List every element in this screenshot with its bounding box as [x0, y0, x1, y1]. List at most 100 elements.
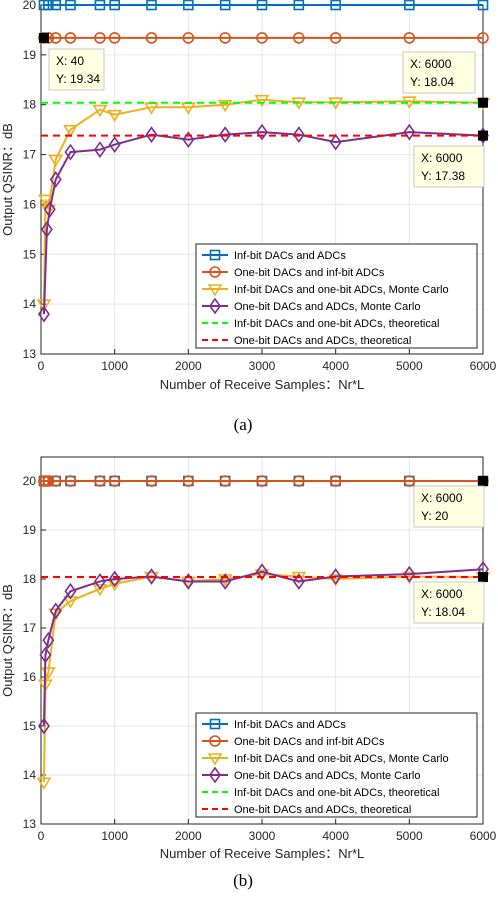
legend-swatch-marker: [209, 249, 221, 261]
data-point: [108, 475, 121, 487]
y-tick-label: 15: [23, 247, 37, 261]
data-point: [37, 305, 50, 323]
data-point: [49, 475, 62, 487]
data-point: [107, 109, 123, 123]
datatip-y: Y: 19.34: [56, 72, 100, 86]
y-tick-label: 17: [23, 148, 37, 162]
chart-panel-a: 0 1000 2000 3000 4000 5000 6000 13 14 15 16 17 18 19 2…: [0, 0, 497, 434]
x-tick-label: 1000: [101, 829, 128, 843]
y-tick-label: 14: [23, 768, 37, 782]
data-point: [50, 0, 62, 11]
data-point: [256, 123, 268, 141]
legend-swatch-marker: [209, 266, 221, 278]
legend-label: Inf-bit DACs and ADCs: [234, 250, 346, 262]
x-tick-label: 0: [38, 359, 45, 373]
data-point: [42, 631, 55, 649]
y-tick-label: 19: [23, 48, 37, 62]
datatip-box: [413, 145, 485, 188]
data-point: [329, 32, 342, 44]
data-point: [403, 123, 416, 141]
legend-box: [195, 243, 478, 349]
y-tick-label: 20: [23, 474, 37, 488]
x-tick-label: 3000: [249, 359, 276, 373]
data-point: [403, 32, 416, 44]
datatip-marker: [478, 97, 488, 108]
y-tick-label: 16: [23, 670, 37, 684]
series-0: [38, 0, 489, 11]
data-point: [64, 475, 77, 487]
data-point: [182, 475, 195, 487]
legend-label: One-bit DACs and inf-bit ADCs: [234, 736, 385, 748]
legend-box: [195, 712, 478, 818]
y-tick-label: 14: [23, 297, 37, 311]
data-point: [39, 646, 52, 664]
data-point: [219, 573, 232, 590]
data-point: [256, 32, 268, 44]
x-tick-label: 6000: [470, 829, 497, 843]
legend-label: One-bit DACs and ADCs, Monte Carlo: [234, 770, 420, 782]
datatip-box: [48, 48, 105, 91]
data-point: [293, 32, 305, 44]
data-point: [43, 0, 54, 11]
data-point: [477, 0, 489, 11]
legend-swatch-marker: [209, 735, 221, 747]
x-tick-label: 2000: [175, 359, 202, 373]
datatip-x: X: 6000: [421, 491, 463, 505]
legend-swatch-marker: [209, 297, 221, 315]
x-tick-label: 4000: [322, 359, 349, 373]
x-tick-label: 1000: [101, 359, 128, 373]
data-point: [145, 126, 158, 144]
datatip-y: Y: 18.04: [421, 605, 465, 619]
data-point: [330, 0, 341, 11]
y-tick-label: 15: [23, 719, 37, 733]
x-axis-label: Number of Receive Samples：Nr*L: [160, 377, 364, 392]
y-tick-label: 16: [23, 197, 37, 211]
data-point: [49, 171, 62, 188]
chart-panel-b: 0 1000 2000 3000 4000 5000 6000 13 14 15 16 17 18 19 2…: [0, 456, 497, 890]
datatip-marker: [478, 476, 488, 486]
data-point: [254, 94, 270, 108]
data-point: [183, 0, 194, 11]
data-point: [292, 126, 305, 144]
data-point: [42, 475, 55, 487]
data-point: [49, 32, 62, 44]
datatip-marker: [478, 130, 488, 141]
data-point: [182, 32, 195, 44]
datatip-x: X: 6000: [421, 587, 463, 601]
data-point: [49, 602, 62, 620]
datatip-marker: [478, 572, 488, 583]
legend: Inf-bit DACs and ADCs One-bit DACs and in…: [195, 243, 478, 349]
legend-swatch-marker: [207, 284, 223, 297]
y-axis-label: Output QSINR：dB: [0, 123, 15, 236]
data-point: [94, 32, 106, 44]
legend-label: One-bit DACs and ADCs, theoretical: [234, 335, 411, 347]
data-point: [403, 475, 416, 487]
data-point: [256, 475, 268, 487]
legend-label: One-bit DACs and ADCs, Monte Carlo: [234, 301, 420, 313]
data-point: [92, 584, 108, 597]
data-point: [93, 141, 106, 158]
data-point: [219, 126, 232, 144]
data-point: [40, 220, 53, 238]
y-tick-label: 18: [23, 98, 37, 112]
legend-label: One-bit DACs and ADCs, theoretical: [234, 804, 411, 816]
y-tick-label: 13: [23, 817, 37, 831]
y-tick-label: 18: [23, 572, 37, 586]
data-point: [182, 573, 195, 590]
x-axis-label: Number of Receive Samples：Nr*L: [160, 846, 364, 861]
data-point: [94, 0, 106, 11]
data-point: [146, 0, 157, 11]
data-point: [293, 0, 305, 11]
y-tick-label: 17: [23, 621, 37, 635]
data-point: [404, 0, 415, 11]
y-tick-label: 19: [23, 523, 37, 537]
data-point: [292, 573, 305, 590]
figure-caption: (a): [234, 415, 253, 434]
data-point: [145, 568, 158, 585]
datatip-box: [402, 51, 476, 94]
figure-caption: (b): [233, 871, 253, 890]
datatip-y: Y: 18.04: [410, 75, 454, 89]
data-point: [93, 573, 106, 590]
data-point: [145, 32, 158, 44]
